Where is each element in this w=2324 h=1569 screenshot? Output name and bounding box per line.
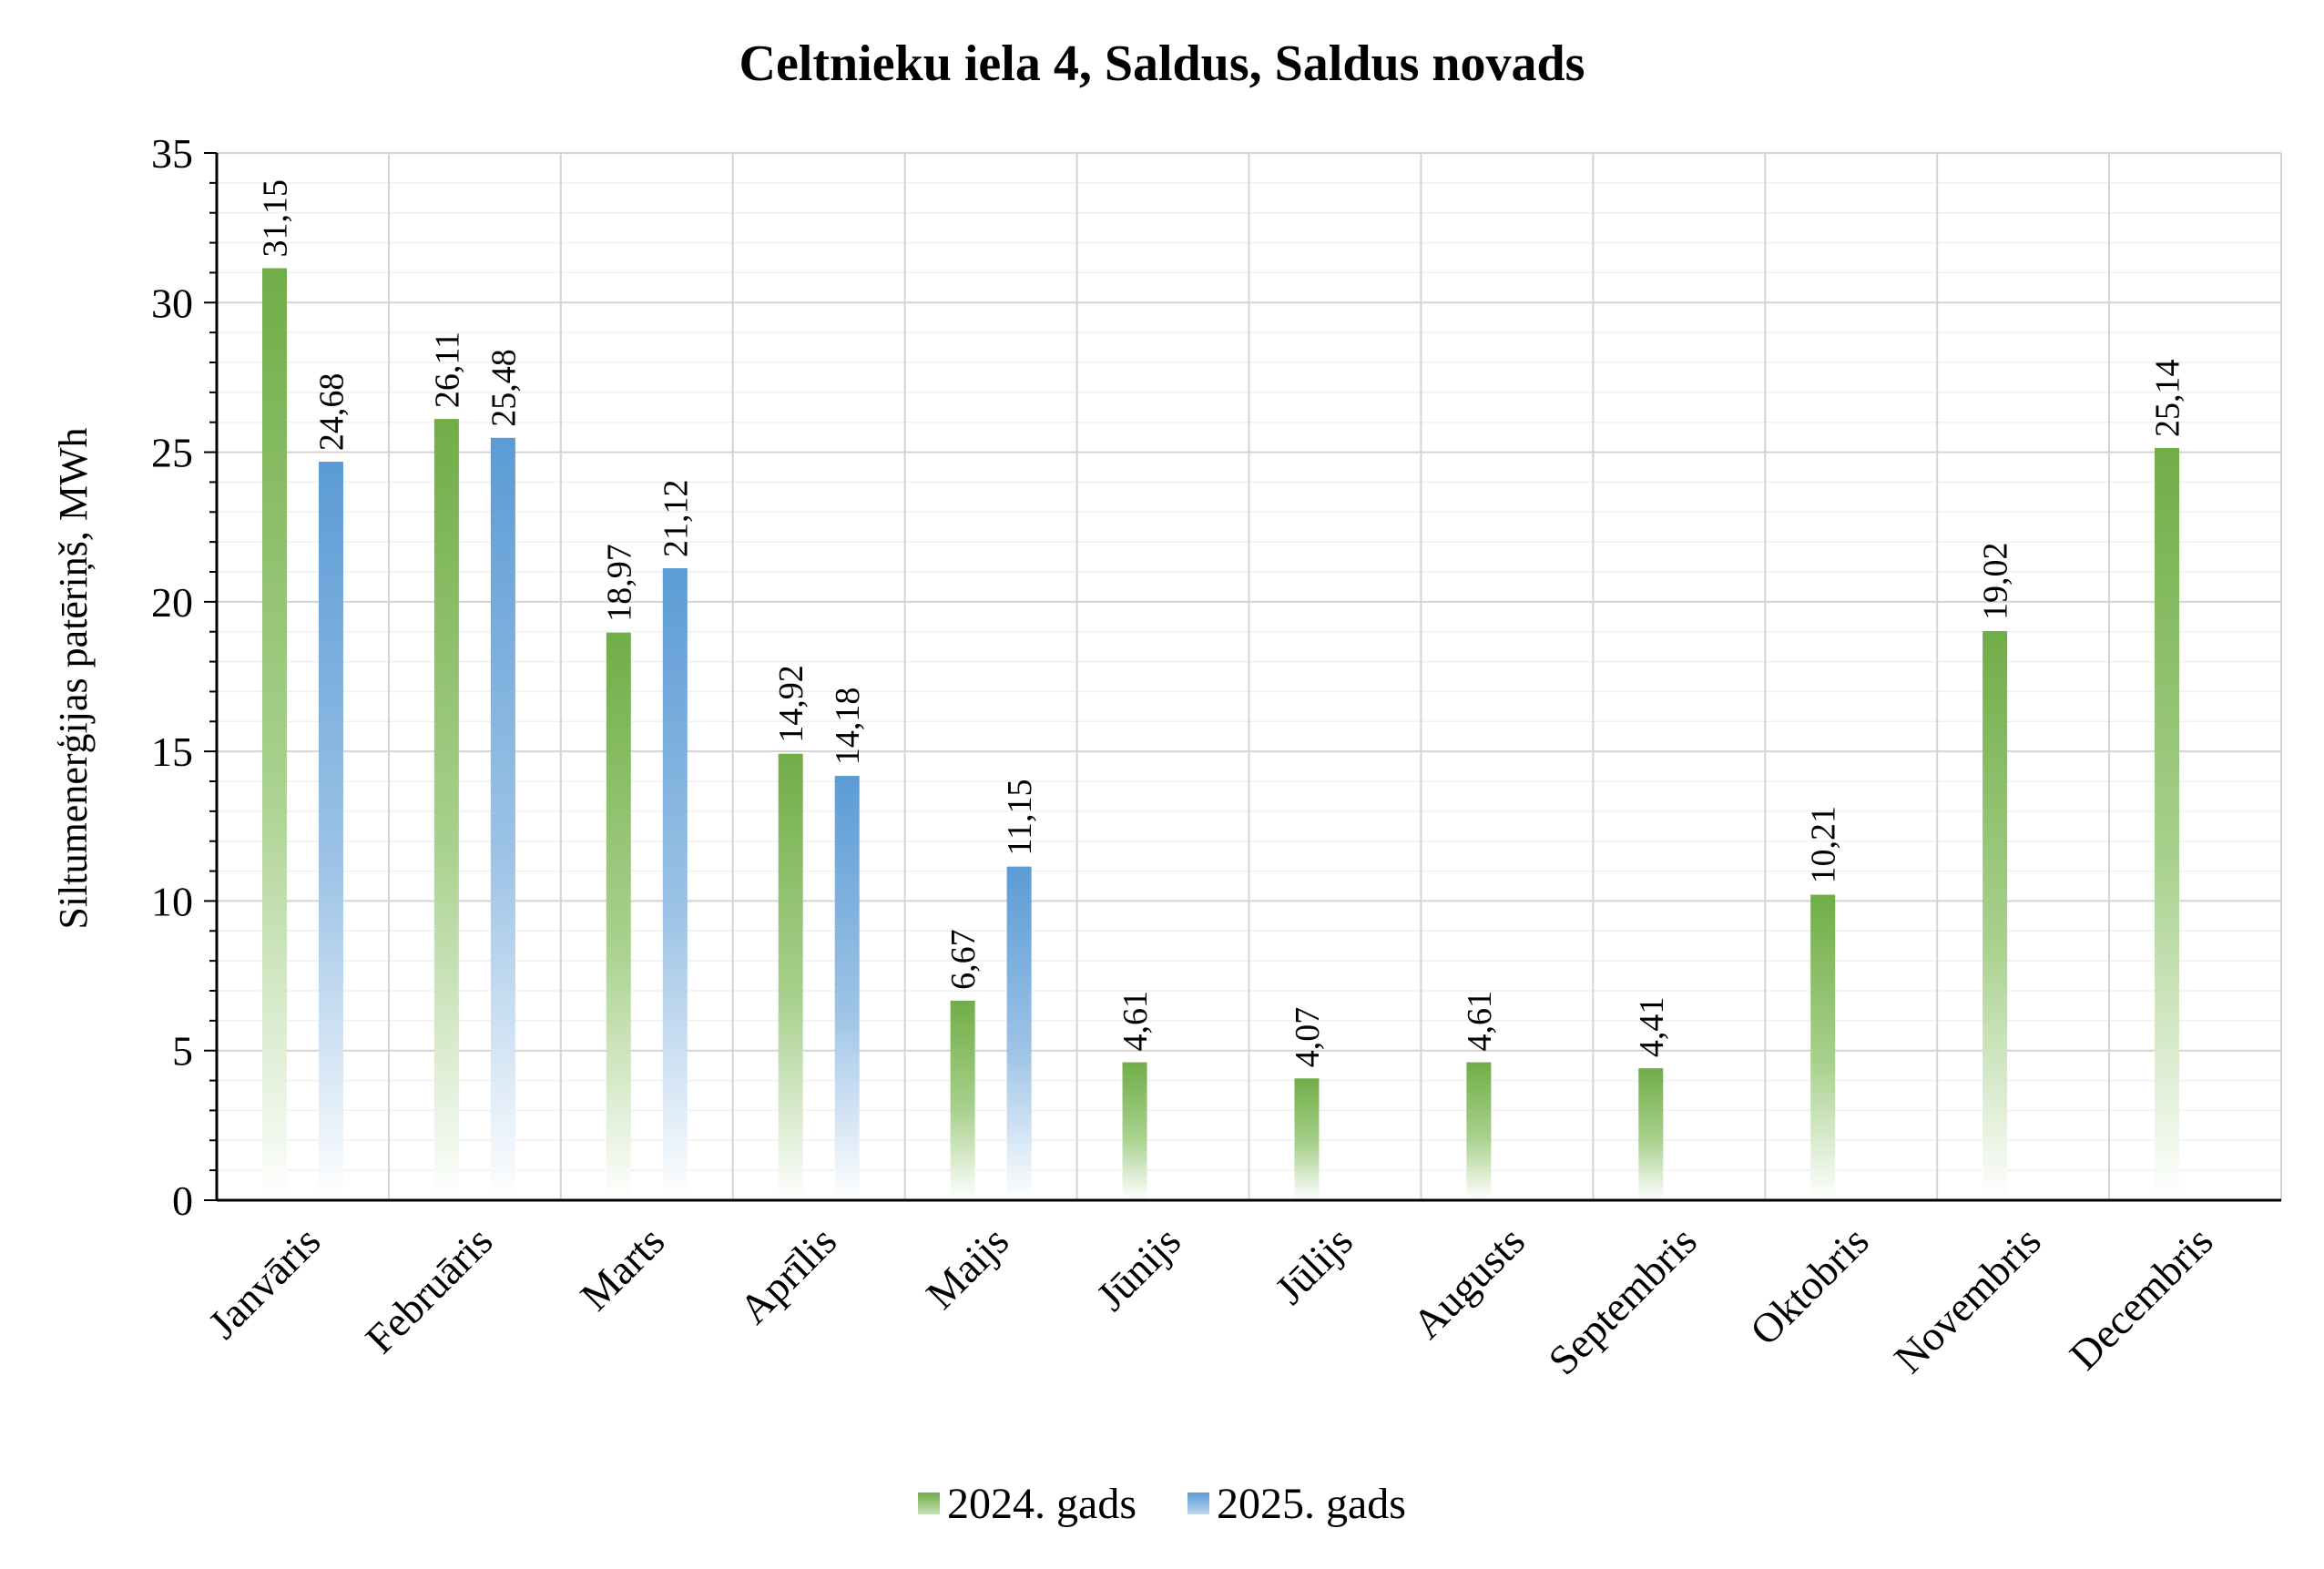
x-tick-label: Maijs bbox=[917, 1218, 1017, 1318]
data-label: 14,92 bbox=[772, 665, 810, 743]
x-tick-label: Augusts bbox=[1403, 1218, 1534, 1348]
legend-label-2024: 2024. gads bbox=[947, 1479, 1137, 1528]
y-tick-label: 25 bbox=[151, 430, 193, 476]
labels: 31,15 26,11 18,97 14,92 6,67 4,61 4,07 4,61 4,41… bbox=[151, 130, 2222, 1383]
bar-2025 bbox=[490, 437, 515, 1200]
x-tick-label: Decembris bbox=[2061, 1218, 2222, 1379]
bar-2024 bbox=[1466, 1062, 1492, 1200]
x-tick-label: Septembris bbox=[1539, 1218, 1705, 1383]
data-label: 4,61 bbox=[1461, 991, 1499, 1052]
x-tick-label: Novembris bbox=[1885, 1218, 2050, 1382]
legend: 2024. gads 2025. gads bbox=[0, 1475, 2324, 1529]
y-tick-label: 35 bbox=[151, 130, 193, 177]
x-tick-label: Jūnijs bbox=[1087, 1218, 1189, 1319]
bar-2024 bbox=[1810, 894, 1836, 1200]
bar-2024 bbox=[261, 268, 287, 1200]
data-label: 10,21 bbox=[1805, 806, 1843, 884]
y-tick-label: 20 bbox=[151, 579, 193, 626]
axes bbox=[204, 152, 2281, 1202]
bar-2024 bbox=[433, 419, 459, 1201]
legend-swatch-2024 bbox=[918, 1493, 941, 1514]
data-label: 25,14 bbox=[2149, 359, 2187, 437]
bar-2024 bbox=[606, 632, 631, 1200]
y-tick-label: 10 bbox=[151, 878, 193, 924]
legend-item-2025: 2025. gads bbox=[1187, 1479, 1406, 1529]
data-label: 4,41 bbox=[1633, 997, 1671, 1058]
bar-2024 bbox=[1983, 631, 2008, 1200]
bars bbox=[261, 268, 2180, 1201]
legend-item-2024: 2024. gads bbox=[918, 1479, 1137, 1529]
data-label: 14,18 bbox=[829, 688, 867, 766]
x-tick-label: Janvāris bbox=[199, 1218, 330, 1348]
data-label: 18,97 bbox=[600, 544, 638, 622]
data-label: 6,67 bbox=[944, 929, 983, 990]
y-axis-title: Siltumenerģijas patēriņš, MWh bbox=[51, 427, 96, 929]
data-label: 4,61 bbox=[1116, 991, 1155, 1052]
x-tick-label: Februāris bbox=[357, 1218, 502, 1362]
bar-2025 bbox=[662, 568, 688, 1200]
y-tick-label: 15 bbox=[151, 728, 193, 775]
data-label: 26,11 bbox=[428, 331, 466, 408]
y-tick-label: 30 bbox=[151, 280, 193, 326]
data-label: 21,12 bbox=[657, 480, 695, 558]
legend-label-2025: 2025. gads bbox=[1217, 1479, 1406, 1528]
bar-2024 bbox=[2155, 447, 2180, 1200]
data-label: 19,02 bbox=[1977, 543, 2015, 621]
legend-swatch-2025 bbox=[1187, 1493, 1209, 1514]
grid bbox=[217, 152, 2282, 1200]
y-tick-label: 5 bbox=[172, 1028, 193, 1075]
bar-2025 bbox=[834, 776, 860, 1200]
bar-2024 bbox=[778, 753, 803, 1200]
bar-2024 bbox=[950, 1000, 975, 1200]
bar-2024 bbox=[1294, 1078, 1320, 1200]
bar-2025 bbox=[1006, 866, 1032, 1200]
data-label: 24,68 bbox=[312, 373, 351, 452]
bar-2024 bbox=[1122, 1062, 1147, 1200]
x-tick-label: Jūlijs bbox=[1266, 1218, 1361, 1313]
x-tick-label: Oktobris bbox=[1741, 1218, 1878, 1354]
data-label: 31,15 bbox=[256, 179, 294, 258]
x-tick-label: Aprīlis bbox=[730, 1218, 845, 1332]
data-label: 11,15 bbox=[1001, 779, 1039, 856]
chart-title: Celtnieku iela 4, Saldus, Saldus novads bbox=[739, 36, 1585, 92]
data-label: 4,07 bbox=[1289, 1007, 1327, 1068]
y-tick-label: 0 bbox=[172, 1177, 193, 1224]
x-tick-label: Marts bbox=[571, 1218, 673, 1319]
data-label: 25,48 bbox=[484, 349, 523, 427]
bar-2025 bbox=[318, 462, 343, 1201]
bar-2024 bbox=[1638, 1068, 1664, 1200]
